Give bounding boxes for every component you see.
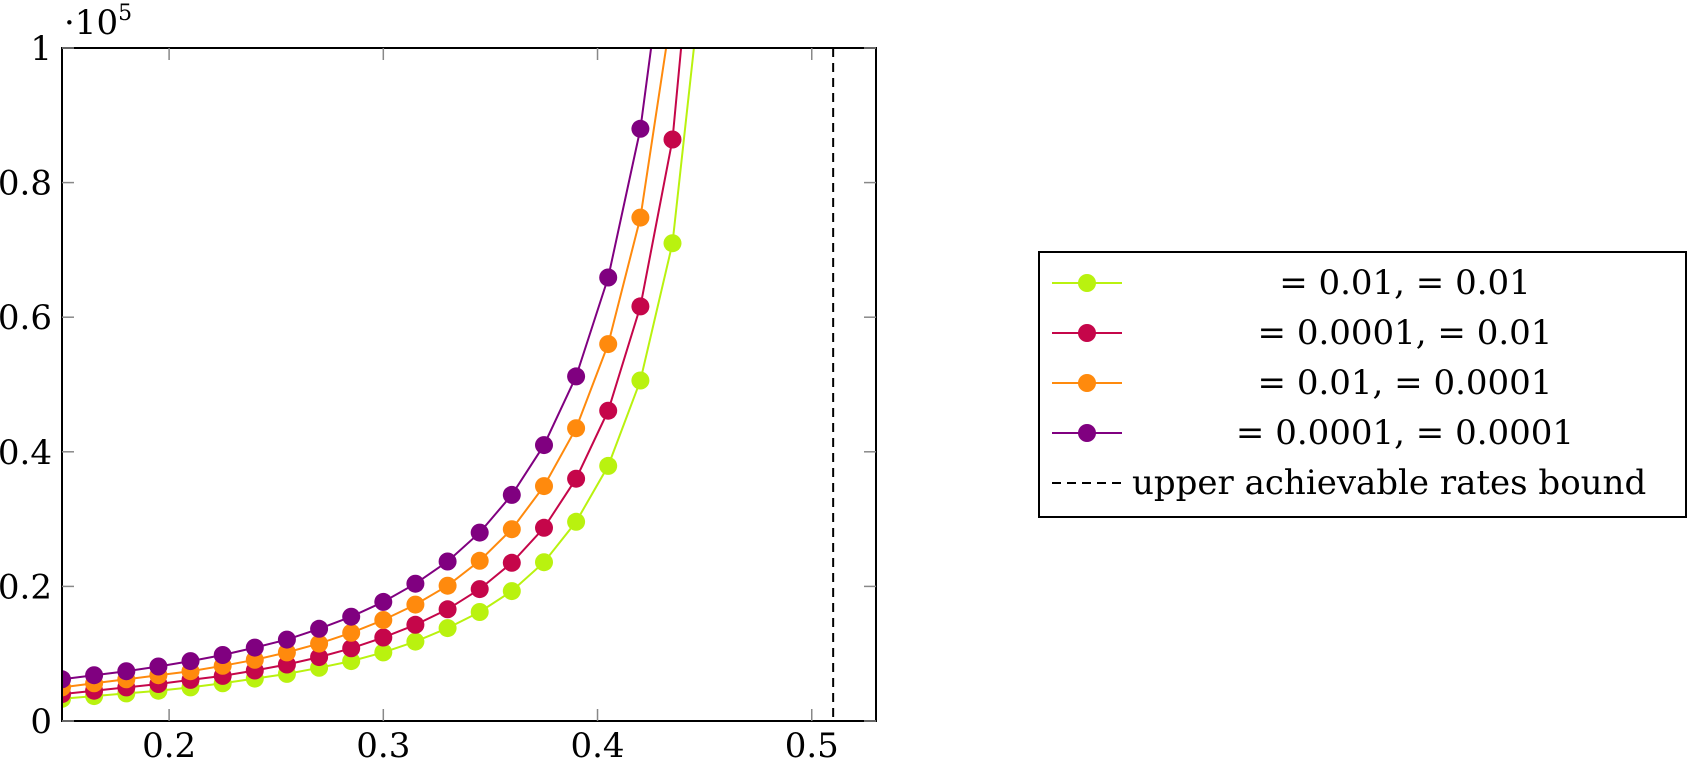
- series-3-point: [470, 551, 489, 570]
- series-layer: [62, 48, 695, 708]
- series-2-point: [502, 553, 521, 572]
- x-tick-label: 0.2: [142, 726, 196, 763]
- legend-entry-3: = 0.01, = 0.0001: [1052, 363, 1552, 403]
- series-2-point: [535, 518, 553, 537]
- series-3-point: [502, 520, 521, 539]
- series-4-point: [310, 619, 329, 638]
- legend-label: = 0.01, = 0.01: [1279, 263, 1531, 303]
- series-4-point: [599, 268, 618, 287]
- series-4-point: [149, 657, 168, 676]
- series-4-point: [245, 638, 264, 657]
- legend-swatch-marker: [1078, 274, 1096, 292]
- series-1-point: [470, 603, 489, 621]
- series-2-point: [438, 600, 457, 619]
- series-2-point: [342, 639, 361, 658]
- y-tick-label: 0.8: [0, 164, 52, 204]
- series-3-point: [374, 611, 393, 629]
- series-2-point: [631, 297, 650, 316]
- series-3-point: [567, 419, 586, 438]
- series-2-point: [310, 648, 329, 667]
- series-4-point: [374, 592, 393, 611]
- series-3-point: [310, 634, 329, 653]
- series-4-point: [181, 652, 200, 671]
- legend-entry-4: = 0.0001, = 0.0001: [1052, 413, 1574, 453]
- series-4-point: [631, 119, 650, 138]
- legend-swatch-marker: [1078, 324, 1096, 342]
- series-1-point: [599, 456, 618, 475]
- legend-label: = 0.01, = 0.0001: [1258, 363, 1553, 403]
- series-1-point: [374, 643, 393, 662]
- series-4-point: [438, 552, 457, 571]
- series-4-point: [535, 436, 553, 455]
- series-3-point: [406, 595, 425, 614]
- y-tick-label: 0: [30, 702, 52, 742]
- series-2-point: [374, 628, 393, 647]
- series-4-point: [342, 607, 361, 626]
- series-3-point: [277, 643, 296, 662]
- tick-layer: 0.2 0.3 0.4 0.5 0 0.2 0.4 0.6 0.8 1: [0, 29, 876, 763]
- legend-entry-2: = 0.0001, = 0.01: [1052, 313, 1552, 353]
- series-4-point: [117, 662, 136, 681]
- legend-swatch-marker: [1078, 374, 1096, 392]
- legend-label: upper achievable rates bound: [1132, 463, 1646, 503]
- y-tick-label: 0.4: [0, 433, 52, 473]
- series-line-2: [62, 48, 683, 696]
- series-3-point: [631, 208, 650, 227]
- x-tick-label: 0.4: [570, 726, 624, 763]
- legend-entry-1: = 0.01, = 0.01: [1052, 263, 1531, 303]
- legend-label: = 0.0001, = 0.0001: [1236, 413, 1574, 453]
- y-tick-label: 0.6: [0, 298, 52, 338]
- legend-label: = 0.0001, = 0.01: [1258, 313, 1553, 353]
- legend-box: [1038, 251, 1687, 518]
- series-1-point: [567, 512, 586, 531]
- series-4-point: [85, 666, 104, 685]
- x-tick-label: 0.3: [356, 726, 410, 763]
- legend: = 0.01, = 0.01 = 0.0001, = 0.01 = 0.01, = …: [1038, 251, 1687, 518]
- series-1-point: [502, 582, 521, 601]
- series-4-point: [62, 670, 71, 689]
- y-tick-label: 1: [30, 29, 52, 69]
- series-4-point: [277, 630, 296, 649]
- series-4-point: [567, 367, 586, 386]
- series-1-point: [631, 371, 650, 390]
- series-1-point: [342, 652, 361, 671]
- series-4-point: [406, 574, 425, 593]
- legend-swatch-marker: [1078, 424, 1096, 442]
- series-2-point: [470, 580, 489, 599]
- series-1-point: [535, 553, 553, 572]
- series-1-point: [663, 234, 682, 253]
- series-4-point: [502, 485, 521, 504]
- y-multiplier-base: ·10: [64, 3, 118, 43]
- series-2-point: [406, 615, 425, 634]
- series-4-point: [213, 646, 232, 664]
- y-multiplier-exponent: 5: [118, 1, 132, 26]
- series-3-point: [342, 623, 361, 642]
- series-2-point: [567, 469, 586, 488]
- series-4-point: [470, 523, 489, 542]
- series-3-point: [535, 477, 553, 496]
- y-tick-label: 0.2: [0, 567, 52, 607]
- axes-frame: [61, 47, 877, 722]
- series-1-point: [406, 632, 425, 651]
- series-1-point: [438, 619, 457, 638]
- series-2-point: [599, 401, 618, 420]
- series-2-point: [663, 130, 682, 149]
- y-multiplier-label: ·105: [64, 1, 132, 43]
- legend-entry-5: upper achievable rates bound: [1052, 463, 1646, 503]
- series-3-point: [438, 576, 457, 595]
- series-line-4: [62, 48, 653, 681]
- x-tick-label: 0.5: [785, 726, 839, 763]
- series-3-point: [599, 335, 618, 354]
